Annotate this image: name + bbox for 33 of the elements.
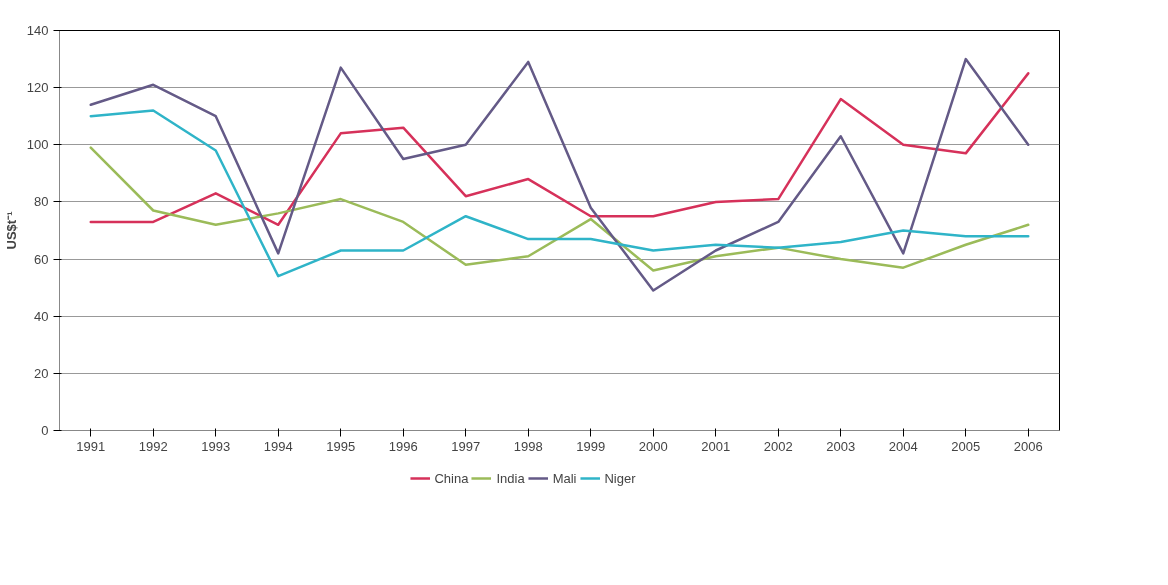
y-tick-label: 100 — [26, 137, 49, 153]
legend-label: India — [496, 470, 525, 486]
x-tick-label: 1999 — [576, 438, 606, 454]
x-tick-label: 2006 — [1013, 438, 1043, 454]
y-tick-label: 60 — [34, 251, 49, 267]
x-tick-label: 1995 — [326, 438, 356, 454]
x-tick-label: 1998 — [513, 438, 543, 454]
y-tick-label: 80 — [34, 194, 49, 210]
y-tick-label: 20 — [34, 365, 49, 381]
line-series — [89, 72, 1030, 227]
legend-label: Mali — [552, 470, 577, 486]
x-tick-label: 1991 — [76, 438, 106, 454]
x-tick-label: 2005 — [951, 438, 981, 454]
legend-label: Niger — [604, 470, 636, 486]
y-tick-label: 40 — [34, 308, 49, 324]
y-tick-label: 120 — [26, 80, 49, 96]
y-axis-title: US$t⁻¹ — [3, 211, 19, 250]
line-series — [89, 57, 1030, 292]
x-tick-label: 2003 — [826, 438, 856, 454]
x-tick-label: 1997 — [451, 438, 481, 454]
x-tick-label: 1994 — [263, 438, 293, 454]
x-tick-label: 2001 — [701, 438, 731, 454]
x-tick-label: 1992 — [138, 438, 168, 454]
line-series — [89, 109, 1030, 278]
y-tick-label: 0 — [41, 423, 49, 438]
x-tick-label: 2002 — [763, 438, 793, 454]
line-series — [89, 146, 1030, 272]
x-tick-label: 1996 — [388, 438, 418, 454]
y-tick-label: 140 — [26, 23, 49, 38]
x-tick-label: 2004 — [888, 438, 918, 454]
x-tick-label: 2000 — [638, 438, 668, 454]
legend-label: China — [434, 470, 469, 486]
x-tick-label: 1993 — [201, 438, 231, 454]
